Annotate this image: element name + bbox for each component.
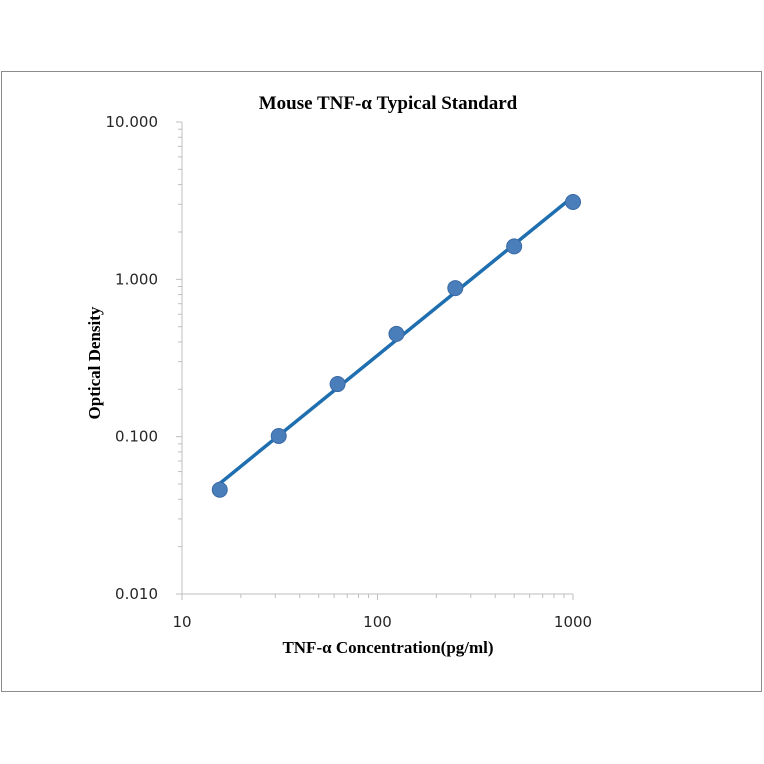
chart-frame xyxy=(1,71,762,692)
data-point xyxy=(506,238,523,255)
data-point xyxy=(329,376,346,393)
data-point xyxy=(447,280,464,297)
tick-labels: 0.010 0.100 1.000 10.000 10 100 1000 xyxy=(106,113,593,631)
data-points xyxy=(211,194,581,498)
data-point xyxy=(565,194,581,211)
data-point xyxy=(211,481,228,498)
x-tick-label: 1000 xyxy=(554,613,592,631)
y-tick-label: 0.100 xyxy=(115,428,158,446)
y-tick-label: 1.000 xyxy=(115,270,158,288)
x-tick-label: 100 xyxy=(363,613,392,631)
data-point xyxy=(270,427,287,444)
x-tick-label: 10 xyxy=(172,613,191,631)
y-tick-label: 0.010 xyxy=(115,585,158,603)
data-point xyxy=(388,325,405,342)
x-axis-title: TNF-α Concentration(pg/ml) xyxy=(282,638,493,657)
y-tick-label: 10.000 xyxy=(106,113,159,131)
y-axis-title: Optical Density xyxy=(85,306,104,419)
axes xyxy=(176,121,574,600)
chart-title: Mouse TNF-α Typical Standard xyxy=(259,93,518,114)
